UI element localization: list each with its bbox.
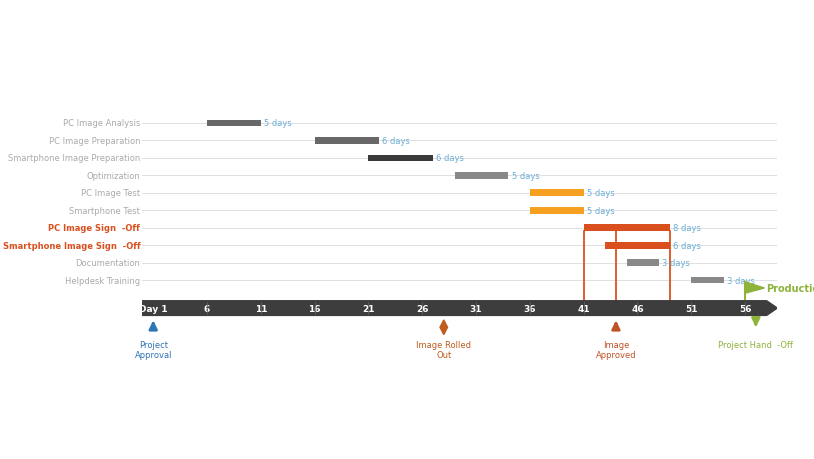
Text: Documentation: Documentation bbox=[76, 258, 140, 268]
Text: 26: 26 bbox=[416, 304, 428, 313]
Text: Project
Approval: Project Approval bbox=[134, 340, 172, 359]
Bar bbox=[530, 207, 584, 214]
Text: Smartphone Test: Smartphone Test bbox=[69, 206, 140, 215]
Text: 3 days: 3 days bbox=[727, 276, 755, 285]
Polygon shape bbox=[440, 320, 448, 335]
Text: Production: Production bbox=[767, 283, 814, 293]
Text: 51: 51 bbox=[685, 304, 698, 313]
Text: 8 days: 8 days bbox=[673, 224, 701, 233]
Text: Smartphone Image Sign  -Off: Smartphone Image Sign -Off bbox=[2, 241, 140, 250]
Text: 5 days: 5 days bbox=[587, 206, 615, 215]
Text: Helpdesk Training: Helpdesk Training bbox=[65, 276, 140, 285]
Text: Optimization: Optimization bbox=[86, 172, 140, 180]
Text: 6 days: 6 days bbox=[436, 154, 464, 163]
Text: 6: 6 bbox=[204, 304, 210, 313]
Text: 5 days: 5 days bbox=[264, 119, 291, 128]
Text: 6 days: 6 days bbox=[673, 241, 701, 250]
Bar bbox=[207, 120, 260, 127]
Polygon shape bbox=[745, 282, 764, 294]
Text: 31: 31 bbox=[470, 304, 483, 313]
Bar bbox=[530, 190, 584, 196]
Text: Image
Approved: Image Approved bbox=[596, 340, 637, 359]
Text: 21: 21 bbox=[362, 304, 374, 313]
Bar bbox=[627, 260, 659, 266]
Text: 3 days: 3 days bbox=[663, 258, 690, 268]
Bar bbox=[691, 277, 724, 284]
Text: 5 days: 5 days bbox=[587, 189, 615, 198]
Text: 56: 56 bbox=[739, 304, 751, 313]
Bar bbox=[315, 138, 379, 145]
Text: 46: 46 bbox=[631, 304, 644, 313]
Text: Project Hand  -Off: Project Hand -Off bbox=[718, 340, 794, 349]
Bar bbox=[369, 155, 433, 162]
Polygon shape bbox=[142, 301, 777, 316]
Bar bbox=[454, 173, 508, 179]
Text: 41: 41 bbox=[577, 304, 590, 313]
Text: PC Image Preparation: PC Image Preparation bbox=[49, 137, 140, 146]
Text: 16: 16 bbox=[309, 304, 321, 313]
Text: 36: 36 bbox=[523, 304, 536, 313]
Text: PC Image Analysis: PC Image Analysis bbox=[63, 119, 140, 128]
Text: PC Image Test: PC Image Test bbox=[81, 189, 140, 198]
Text: Image Rolled
Out: Image Rolled Out bbox=[416, 340, 471, 359]
Text: 11: 11 bbox=[255, 304, 267, 313]
Bar bbox=[605, 242, 670, 249]
Text: 6 days: 6 days bbox=[383, 137, 410, 146]
Text: Smartphone Image Preparation: Smartphone Image Preparation bbox=[8, 154, 140, 163]
Bar bbox=[584, 225, 670, 231]
Text: Day 1: Day 1 bbox=[139, 304, 168, 313]
Text: PC Image Sign  -Off: PC Image Sign -Off bbox=[48, 224, 140, 233]
Text: 5 days: 5 days bbox=[511, 172, 540, 180]
